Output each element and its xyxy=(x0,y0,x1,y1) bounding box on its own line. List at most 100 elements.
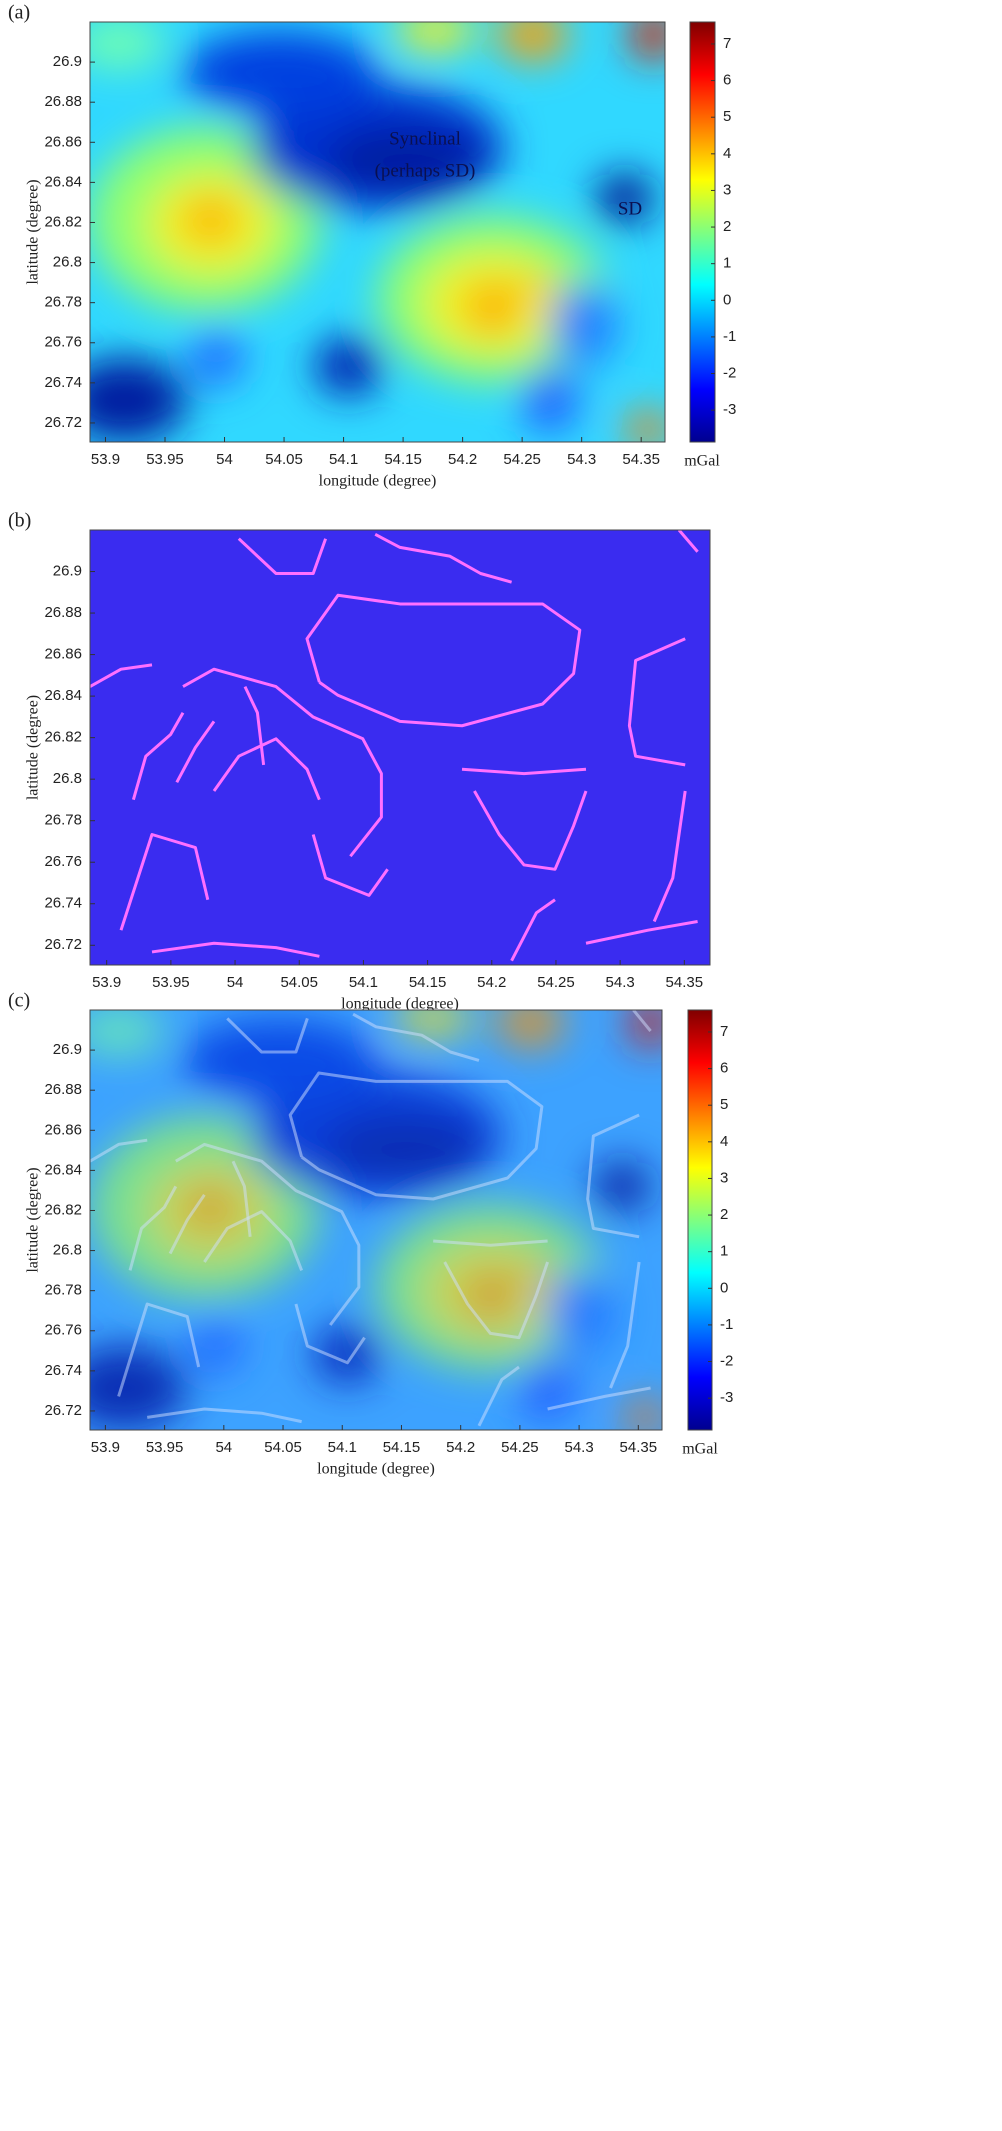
y-tick-label: 26.76 xyxy=(44,1322,82,1339)
x-tick-label: 54.05 xyxy=(265,451,303,468)
y-tick-label: 26.74 xyxy=(44,374,82,391)
y-tick-label: 26.82 xyxy=(44,729,82,746)
field-blob xyxy=(498,22,568,60)
plot-frame xyxy=(89,529,711,966)
x-tick-label: 54.3 xyxy=(606,974,635,991)
y-axis-label: latitude (degree) xyxy=(25,1167,42,1272)
field-blob xyxy=(187,328,246,388)
y-tick-label: 26.72 xyxy=(44,936,82,953)
y-axis-label: latitude (degree) xyxy=(25,695,42,800)
x-tick-label: 54.25 xyxy=(503,451,541,468)
lineament xyxy=(131,711,185,801)
colorbar-tick-label: -3 xyxy=(720,1389,733,1406)
lineament xyxy=(243,685,266,766)
x-tick-label: 53.9 xyxy=(91,1439,120,1456)
lineament xyxy=(146,1407,302,1424)
colorbar-tick-label: 5 xyxy=(723,108,731,125)
colorbar-tick-label: 1 xyxy=(723,255,731,272)
colorbar-tick-label: -1 xyxy=(720,1316,733,1333)
panel: (b) 53.9 53.95 54 54.05 54.1 54.15 54.2 54.25 54.… xyxy=(8,510,711,1013)
lineament xyxy=(288,1071,544,1201)
annotation: Synclinal xyxy=(389,128,461,149)
field-blob xyxy=(469,282,516,333)
colorbar-tick-label: -2 xyxy=(720,1352,733,1369)
y-tick-label: 26.86 xyxy=(44,646,82,663)
field-blob xyxy=(496,1010,565,1048)
colorbar-tick-label: 3 xyxy=(720,1169,728,1186)
field-blob xyxy=(521,274,556,300)
y-tick-label: 26.8 xyxy=(53,1242,82,1259)
x-tick-label: 54.35 xyxy=(666,974,704,991)
lineament xyxy=(311,834,389,897)
x-tick-label: 53.9 xyxy=(91,451,120,468)
y-tick-label: 26.74 xyxy=(44,1362,82,1379)
lineament xyxy=(212,737,321,801)
colorbar-tick-label: -1 xyxy=(723,328,736,345)
lineament xyxy=(609,1261,641,1389)
x-tick-label: 54.05 xyxy=(280,974,318,991)
panel-label: (c) xyxy=(8,990,30,1012)
colorbar-tick-label: 1 xyxy=(720,1243,728,1260)
y-tick-label: 26.72 xyxy=(44,414,82,431)
lineament xyxy=(443,1261,550,1340)
plot-area xyxy=(90,22,665,442)
y-tick-label: 26.88 xyxy=(44,604,82,621)
colorbar-label: mGal xyxy=(684,453,720,470)
lineament xyxy=(237,537,328,575)
lineament xyxy=(119,833,210,931)
lineament xyxy=(182,667,383,858)
panel: (c)53.9 53.95 54 54.05 54.1 54.15 54.2 54.25 54.… xyxy=(8,990,733,1478)
lineament xyxy=(90,1138,148,1163)
colorbar-label: mGal xyxy=(682,1441,718,1458)
y-tick-label: 26.9 xyxy=(53,1041,82,1058)
lineament xyxy=(231,1160,252,1237)
x-tick-label: 54.1 xyxy=(349,974,378,991)
y-tick-label: 26.74 xyxy=(44,895,82,912)
field-blob xyxy=(187,1186,233,1229)
field-blob xyxy=(90,1346,188,1430)
colorbar-tick-label: -2 xyxy=(723,364,736,381)
field-blob xyxy=(550,282,619,367)
field-blob xyxy=(596,173,654,224)
lineament xyxy=(175,1142,361,1326)
x-tick-label: 53.95 xyxy=(146,1439,184,1456)
y-tick-label: 26.78 xyxy=(44,1282,82,1299)
lineament xyxy=(90,663,153,688)
field xyxy=(90,22,665,442)
lineament xyxy=(203,1210,304,1271)
colorbar xyxy=(687,1009,713,1431)
x-axis-label: longitude (degree) xyxy=(341,996,459,1013)
lineament xyxy=(632,1010,652,1032)
annotation: SD xyxy=(618,198,642,219)
y-tick-label: 26.86 xyxy=(44,133,82,150)
lineament xyxy=(547,1386,651,1411)
x-tick-label: 54.2 xyxy=(477,974,506,991)
field-background xyxy=(90,530,710,965)
x-tick-label: 53.95 xyxy=(146,451,184,468)
panel-label: (b) xyxy=(8,510,31,532)
y-tick-label: 26.9 xyxy=(53,53,82,70)
y-tick-label: 26.82 xyxy=(44,213,82,230)
x-tick-label: 54.2 xyxy=(448,451,477,468)
field xyxy=(90,1010,662,1430)
y-tick-label: 26.88 xyxy=(44,1081,82,1098)
field-blob xyxy=(90,358,188,442)
colorbar-tick-label: 4 xyxy=(720,1133,728,1150)
field-blob xyxy=(593,1161,651,1212)
lineament xyxy=(585,920,698,945)
field-blob xyxy=(324,1115,485,1183)
lineament xyxy=(433,1239,548,1247)
x-tick-label: 54.05 xyxy=(264,1439,302,1456)
x-tick-label: 54 xyxy=(216,451,233,468)
lineament xyxy=(168,1193,206,1255)
x-tick-label: 53.95 xyxy=(152,974,190,991)
colorbar-tick-label: 2 xyxy=(720,1206,728,1223)
field-blob xyxy=(394,22,476,52)
plot-area xyxy=(90,1010,662,1430)
colorbar-tick-label: 3 xyxy=(723,181,731,198)
colorbar-tick-label: 5 xyxy=(720,1096,728,1113)
lineament xyxy=(294,1303,366,1365)
y-tick-label: 26.8 xyxy=(53,254,82,271)
plot-area xyxy=(90,530,710,965)
